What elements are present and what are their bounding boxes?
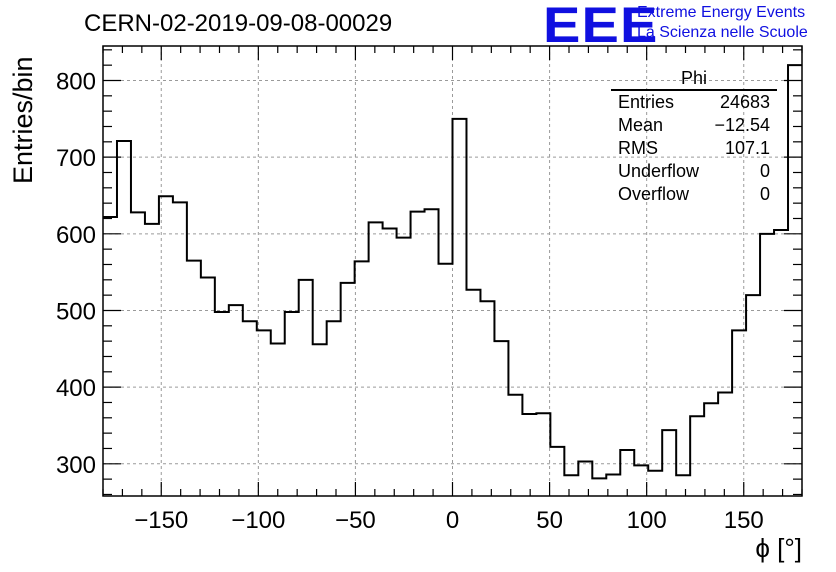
histogram-bin [662,430,676,496]
histogram-bin [271,343,285,496]
chart-title: CERN-02-2019-09-08-00029 [84,10,393,37]
y-tick-label: 300 [56,452,96,479]
histogram-bin [453,119,467,496]
x-tick-labels: −150 −100 −50 0 50 100 150 [134,507,764,534]
histogram-bin [676,475,690,496]
y-tick-label: 400 [56,375,96,402]
histogram-bin [648,471,662,496]
axis-ticks [102,46,803,496]
histogram-bin [536,413,550,496]
histogram-bin [439,264,453,496]
histogram-bin [131,212,145,496]
stats-row-mean: Mean −12.54 [611,114,777,137]
x-tick-label: −100 [231,507,285,534]
histogram-bin [550,447,564,496]
histogram-bin [425,209,439,496]
logo-line-2: La Scienza nelle Scuole [637,24,808,41]
y-tick-label: 700 [56,145,96,172]
histogram-bin [397,238,411,496]
x-tick-label: 100 [627,507,667,534]
histogram-bin [774,230,788,496]
histogram-bin [760,234,774,496]
histogram-bin [480,301,494,496]
stats-value: 0 [759,184,770,204]
histogram-bin [103,217,117,496]
histogram-bin [466,290,480,496]
histogram-bin [578,462,592,496]
histogram-bin [592,478,606,496]
x-tick-label: 0 [446,507,459,534]
histogram-bin [508,395,522,496]
stats-row-entries: Entries 24683 [611,91,777,114]
histogram-bin [369,222,383,496]
eee-logo: EEE [543,0,659,53]
histogram-bin [285,312,299,496]
histogram-bin [243,321,257,496]
histogram-bin [788,65,802,496]
y-tick-label: 800 [56,68,96,95]
y-axis-label: Entries/bin [8,56,38,184]
grid [103,46,802,496]
histogram-bin [201,278,215,496]
logo-line-1: Extreme Energy Events [637,4,806,21]
histogram-bin [494,341,508,496]
stats-value: 0 [759,161,770,181]
x-tick-label: 50 [536,507,563,534]
histogram-bin [117,141,131,496]
stats-label: Mean [618,115,664,135]
histogram-bin [564,475,578,496]
x-tick-label: 150 [724,507,764,534]
x-axis-label: ϕ [°] [755,533,802,563]
histogram-bin [355,261,369,496]
histogram-bin [690,416,704,496]
stats-label: Overflow [618,184,690,204]
histogram-bin [606,475,620,496]
histogram-bin [704,403,718,496]
stats-row-rms: RMS 107.1 [611,137,777,160]
histogram-bin [718,393,732,496]
stats-label: Entries [618,92,675,112]
stats-row-underflow: Underflow 0 [611,160,777,183]
histogram-bin [229,305,243,496]
stats-label: Underflow [618,161,700,181]
stats-value: 107.1 [724,138,770,158]
histogram-bin [313,344,327,496]
histogram-bin [327,321,341,496]
stats-value: 24683 [719,92,770,112]
stats-label: RMS [618,138,658,158]
stats-box: Phi Entries 24683 Mean −12.54 RMS 107.1 … [611,68,777,206]
stats-title: Phi [611,68,777,91]
histogram-bin [145,224,159,496]
histogram-bin [299,280,313,496]
histogram-bin [173,202,187,496]
histogram-bin [634,465,648,496]
logo-text: Extreme Energy Events La Scienza nelle S… [637,3,808,43]
y-tick-label: 500 [56,298,96,325]
histogram-line [103,64,802,480]
histogram-bin [746,295,760,496]
x-tick-label: −50 [335,507,376,534]
stats-row-overflow: Overflow 0 [611,183,777,206]
histogram-bin [383,228,397,496]
stats-value: −12.54 [714,115,770,135]
histogram-bin [159,196,173,496]
histogram-bin [215,312,229,496]
histogram-bin [257,330,271,496]
x-tick-label: −150 [134,507,188,534]
histogram-bin [411,212,425,496]
histogram-bin [187,261,201,496]
histogram-bin [732,330,746,496]
histogram-bin [522,414,536,496]
histogram-bin [620,450,634,496]
histogram-bin [341,283,355,496]
y-tick-label: 600 [56,222,96,249]
y-tick-labels: 300 400 500 600 700 800 [56,68,96,478]
